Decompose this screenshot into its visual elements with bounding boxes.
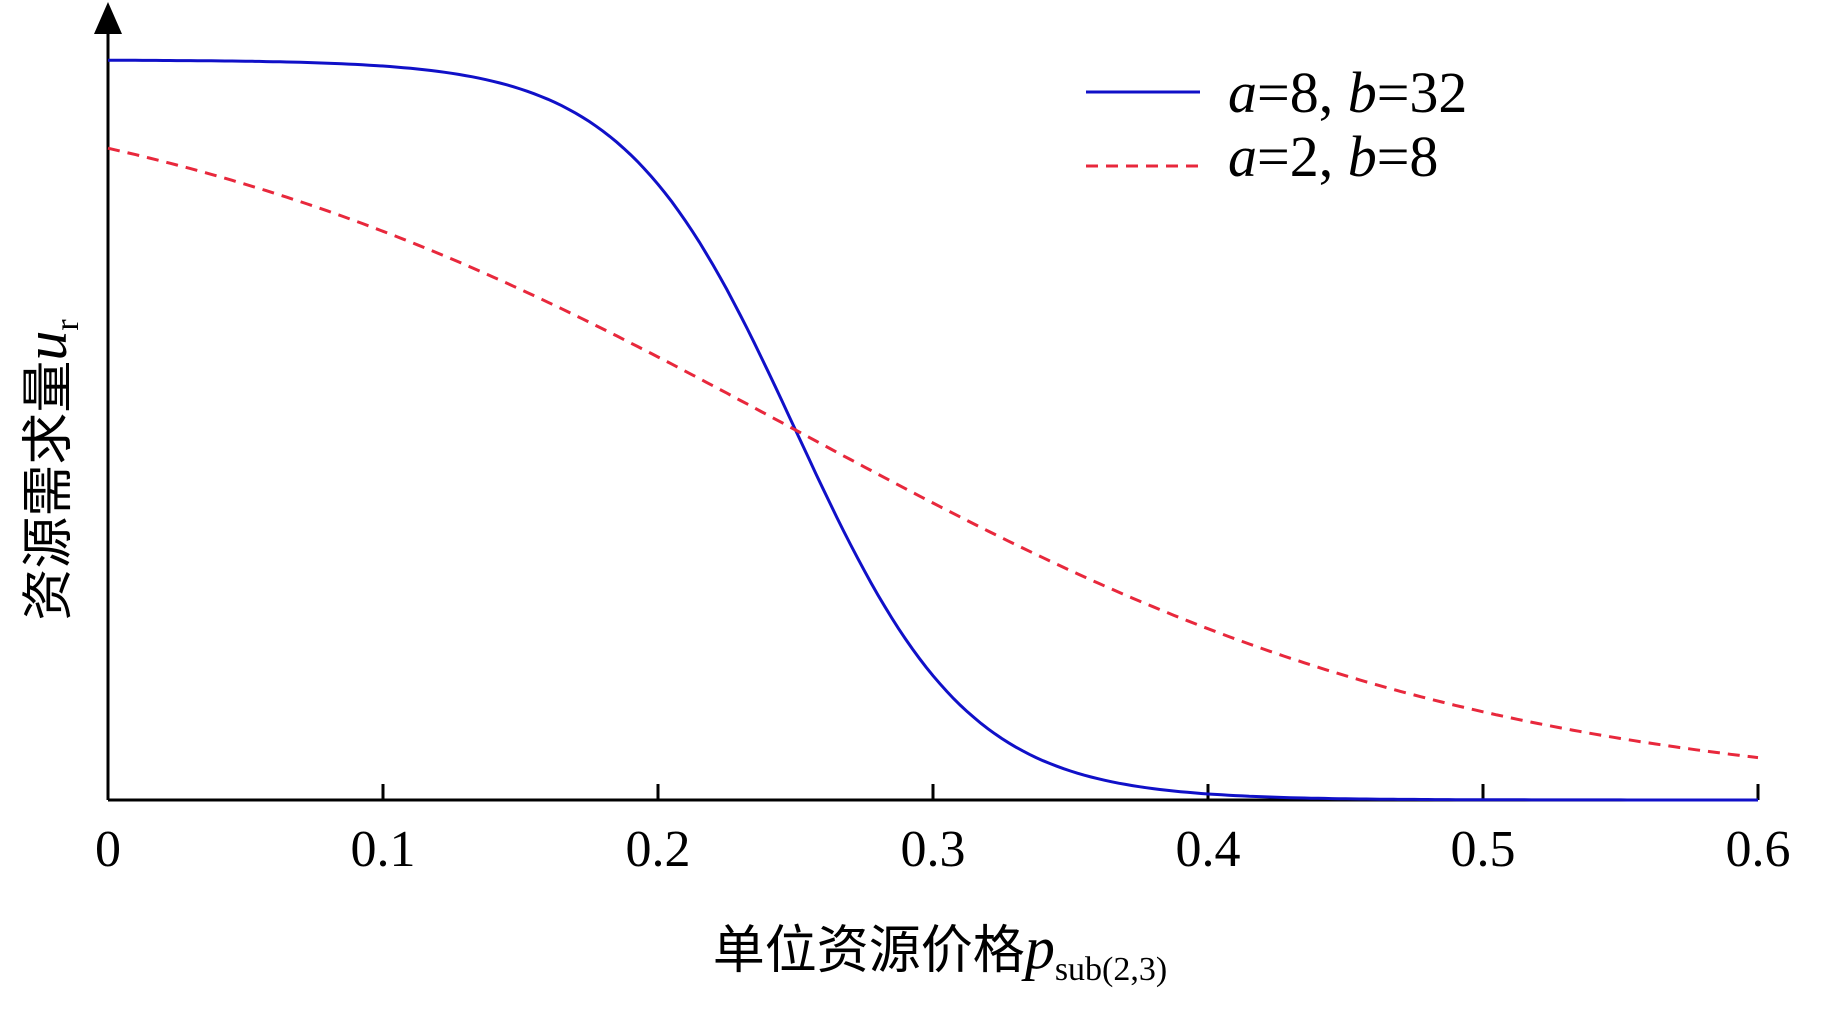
y-axis-label-text: 资源需求量 xyxy=(19,361,79,621)
y-axis-label: 资源需求量ur xyxy=(13,319,86,621)
x-axis-label-sub: sub(2,3) xyxy=(1055,951,1167,988)
x-tick-label-0: 0 xyxy=(95,821,121,878)
x-tick-label-1: 0.1 xyxy=(351,821,416,878)
series-line-2 xyxy=(107,146,1759,760)
legend-label-series-1: a=8, b=32 xyxy=(1228,60,1467,125)
x-axis-label: 单位资源价格psub(2,3) xyxy=(713,915,1167,988)
x-axis-label-var: p xyxy=(1021,915,1055,981)
x-tick-label-4: 0.4 xyxy=(1176,821,1241,878)
series-line-1 xyxy=(107,58,1758,802)
y-axis-arrow xyxy=(94,2,122,34)
series-layer xyxy=(107,58,1759,802)
x-tick-labels: 0 0.1 0.2 0.3 0.4 0.5 0.6 xyxy=(95,821,1791,878)
x-tick-label-3: 0.3 xyxy=(901,821,966,878)
x-axis-label-text: 单位资源价格 xyxy=(713,921,1025,981)
x-tick-label-5: 0.5 xyxy=(1451,821,1516,878)
legend-label-series-2: a=2, b=8 xyxy=(1228,124,1438,189)
x-tick-label-6: 0.6 xyxy=(1726,821,1791,878)
y-axis-label-var: u xyxy=(13,331,79,361)
x-tick-label-2: 0.2 xyxy=(626,821,691,878)
legend: a=8, b=32 a=2, b=8 xyxy=(1086,60,1467,189)
y-axis-label-sub: r xyxy=(49,319,86,331)
x-ticks xyxy=(106,784,1760,800)
